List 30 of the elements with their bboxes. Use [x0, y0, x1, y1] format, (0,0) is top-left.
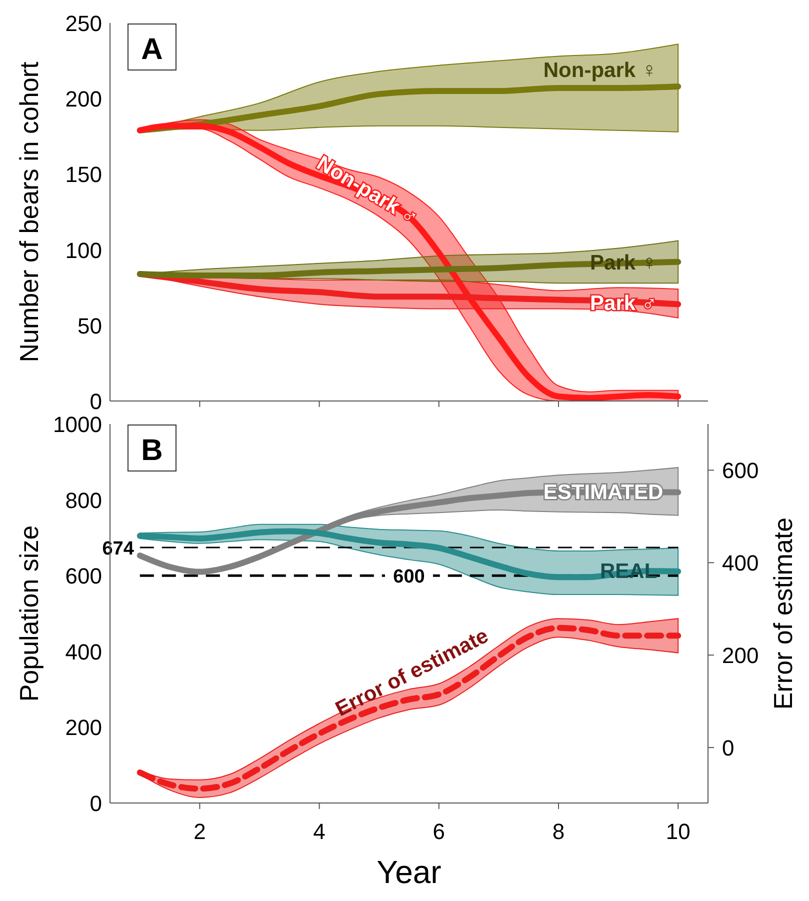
y2-tick-label: 600	[722, 458, 759, 484]
series-label: Non-park ♀	[543, 59, 658, 82]
y-axis-title: Population size	[14, 525, 44, 702]
y-tick-label: 200	[65, 86, 102, 112]
y-tick-label: 400	[65, 639, 102, 664]
chart-title: A	[141, 33, 163, 66]
y-tick-label: 250	[65, 11, 102, 36]
y-tick-label: 50	[78, 313, 102, 338]
x-tick-label: 10	[666, 819, 690, 844]
y-tick-label: 600	[65, 564, 102, 589]
series-label: Park ♂	[590, 292, 658, 316]
y-tick-label: 0	[90, 389, 102, 414]
y-tick-label: 200	[65, 715, 102, 740]
y2-axis-title: Error of estimate	[768, 517, 798, 710]
x-tick-label: 4	[313, 819, 326, 844]
y-tick-label: 150	[65, 162, 102, 188]
x-tick-label: 6	[432, 819, 446, 844]
y-tick-label: 1000	[53, 412, 102, 437]
y2-tick-label: 0	[722, 736, 734, 761]
x-axis-title: Year	[376, 854, 442, 890]
x-tick-label: 8	[552, 819, 565, 844]
chart-title: B	[141, 434, 163, 467]
y2-tick-label: 400	[722, 550, 759, 576]
y-tick-label: 0	[90, 791, 102, 816]
y-tick-label: 800	[65, 488, 102, 513]
y2-tick-label: 200	[722, 643, 759, 668]
y-tick-label: 100	[65, 238, 102, 263]
y-axis-title: Number of bears in cohort	[14, 60, 44, 362]
ref-line-label: 600	[393, 566, 425, 588]
x-tick-label: 2	[194, 819, 206, 844]
